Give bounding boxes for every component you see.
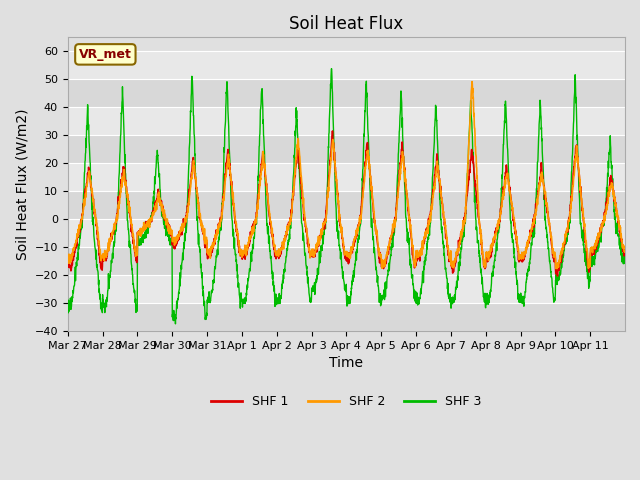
Bar (68, 191, 625, 219)
Bar (68, 219, 625, 247)
Bar (68, 303, 625, 331)
Bar (68, 51, 625, 79)
X-axis label: Time: Time (330, 356, 364, 370)
Bar (68, 79, 625, 107)
Text: VR_met: VR_met (79, 48, 132, 61)
Bar (68, 163, 625, 191)
Y-axis label: Soil Heat Flux (W/m2): Soil Heat Flux (W/m2) (15, 108, 29, 260)
Title: Soil Heat Flux: Soil Heat Flux (289, 15, 403, 33)
Bar (68, 107, 625, 135)
Bar (68, 275, 625, 303)
Legend: SHF 1, SHF 2, SHF 3: SHF 1, SHF 2, SHF 3 (206, 390, 486, 413)
Bar (68, 135, 625, 163)
Bar (68, 247, 625, 275)
